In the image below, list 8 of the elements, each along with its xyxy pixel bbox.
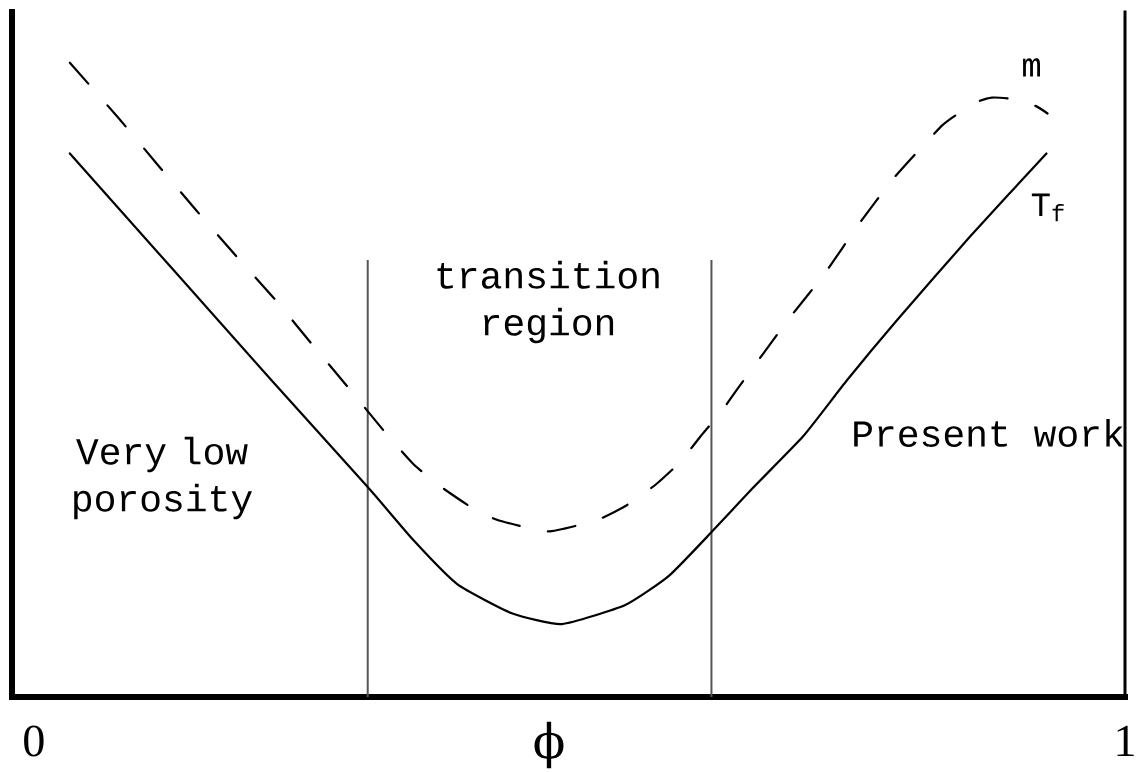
annotation: Very low porosity — [74, 436, 252, 520]
x-tick-label: 1 — [1117, 725, 1134, 756]
x-tick-label: 0 — [24, 725, 44, 757]
series-label: m — [1022, 58, 1040, 77]
annotation: transition region — [437, 260, 659, 344]
annotation: Present work — [854, 419, 1123, 447]
series-label: T$_{f}$ — [1031, 193, 1064, 222]
x-axis-title: ϕ — [534, 721, 564, 769]
